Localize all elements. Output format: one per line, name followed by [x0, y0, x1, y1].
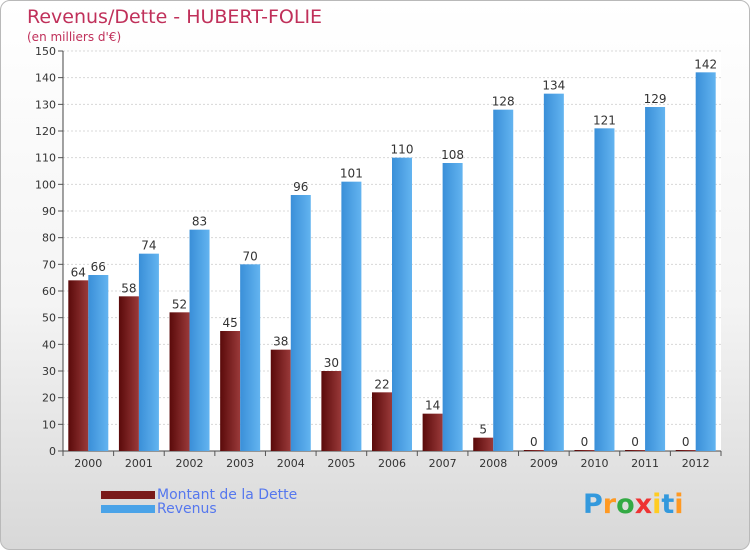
y-tick-label: 140 [35, 72, 56, 85]
x-tick-label: 2000 [74, 457, 102, 470]
legend-label-revenus: Revenus [157, 501, 217, 517]
y-tick-label: 110 [35, 152, 56, 165]
x-tick-label: 2011 [631, 457, 659, 470]
chart-subtitle: (en milliers d'€) [27, 30, 122, 44]
data-label-dette: 64 [71, 265, 86, 279]
proxiti-logo: Proxiti [583, 489, 684, 520]
bar-dette [118, 296, 139, 451]
bar-dette [422, 413, 443, 451]
bar-revenus [493, 109, 514, 452]
y-tick-label: 10 [42, 418, 56, 431]
bar-revenus [442, 163, 463, 451]
bar-revenus [240, 264, 261, 451]
y-tick-label: 60 [42, 285, 56, 298]
bar-revenus [189, 229, 210, 451]
data-label-revenus: 70 [243, 249, 258, 263]
bar-revenus [88, 275, 109, 451]
bar-revenus [543, 93, 564, 452]
x-tick-label: 2002 [176, 457, 204, 470]
data-label-revenus: 74 [141, 239, 156, 253]
y-tick-label: 20 [42, 392, 56, 405]
y-tick-label: 130 [35, 98, 56, 111]
logo-letter: i [652, 489, 662, 520]
data-label-revenus: 96 [293, 180, 308, 194]
bar-revenus [341, 181, 362, 451]
bar-dette [625, 450, 646, 451]
x-tick-label: 2010 [580, 457, 608, 470]
bar-dette [220, 331, 241, 451]
data-label-revenus: 128 [492, 95, 515, 109]
x-tick-label: 2012 [682, 457, 710, 470]
bar-dette [321, 371, 342, 451]
y-tick-label: 80 [42, 232, 56, 245]
data-label-dette: 22 [374, 377, 389, 391]
legend-swatch-dette [101, 491, 155, 499]
bar-dette [372, 392, 392, 451]
x-tick-label: 2005 [327, 457, 355, 470]
data-label-dette: 0 [682, 435, 690, 449]
bar-revenus [392, 157, 412, 451]
y-tick-label: 100 [35, 178, 56, 191]
data-label-dette: 5 [479, 423, 487, 437]
data-label-revenus: 101 [340, 167, 363, 181]
data-label-dette: 52 [172, 297, 187, 311]
bar-revenus [138, 253, 159, 451]
x-tick-label: 2009 [530, 457, 558, 470]
logo-letter: o [616, 489, 635, 520]
data-label-dette: 0 [631, 435, 639, 449]
data-label-dette: 45 [223, 316, 238, 330]
data-label-revenus: 66 [91, 260, 106, 274]
y-tick-label: 30 [42, 365, 56, 378]
bar-dette [68, 280, 89, 451]
x-tick-label: 2007 [429, 457, 457, 470]
legend-swatch-revenus [101, 505, 155, 513]
logo-letter: P [583, 489, 603, 520]
bar-dette [675, 450, 696, 451]
data-label-revenus: 83 [192, 215, 207, 229]
bar-revenus [594, 128, 615, 451]
x-tick-label: 2001 [125, 457, 153, 470]
y-tick-label: 90 [42, 205, 56, 218]
logo-letter: t [661, 489, 675, 520]
bar-dette [270, 349, 291, 451]
chart-title: Revenus/Dette - HUBERT-FOLIE [27, 6, 323, 28]
bar-revenus [290, 195, 311, 451]
data-label-revenus: 129 [644, 92, 667, 106]
y-tick-label: 70 [42, 258, 56, 271]
data-label-dette: 38 [273, 335, 288, 349]
x-tick-label: 2004 [277, 457, 305, 470]
y-tick-label: 150 [35, 45, 56, 58]
data-label-dette: 30 [324, 356, 339, 370]
logo-letter: r [602, 489, 617, 520]
y-tick-label: 0 [49, 445, 56, 458]
data-label-dette: 14 [425, 399, 440, 413]
x-tick-label: 2008 [479, 457, 507, 470]
bar-dette [473, 437, 494, 451]
data-label-revenus: 134 [542, 79, 565, 93]
data-label-revenus: 110 [391, 143, 414, 157]
bar-dette [169, 312, 190, 451]
data-label-revenus: 108 [441, 148, 464, 162]
bar-revenus [645, 107, 666, 451]
y-tick-label: 40 [42, 338, 56, 351]
bar-dette [523, 450, 544, 451]
data-label-dette: 58 [121, 281, 136, 295]
x-tick-label: 2006 [378, 457, 406, 470]
y-tick-label: 50 [42, 312, 56, 325]
data-label-revenus: 142 [694, 57, 717, 71]
x-tick-label: 2003 [226, 457, 254, 470]
bar-dette [574, 450, 595, 451]
legend-item-dette: Montant de la Dette [101, 487, 297, 503]
legend-label-dette: Montant de la Dette [157, 487, 298, 503]
y-tick-label: 120 [35, 125, 56, 138]
data-label-dette: 0 [581, 435, 589, 449]
logo-letter: x [634, 489, 653, 520]
data-label-revenus: 121 [593, 113, 616, 127]
bar-revenus [695, 72, 716, 451]
logo-letter: i [674, 489, 684, 520]
data-label-dette: 0 [530, 435, 538, 449]
legend-item-revenus: Revenus [101, 501, 217, 517]
